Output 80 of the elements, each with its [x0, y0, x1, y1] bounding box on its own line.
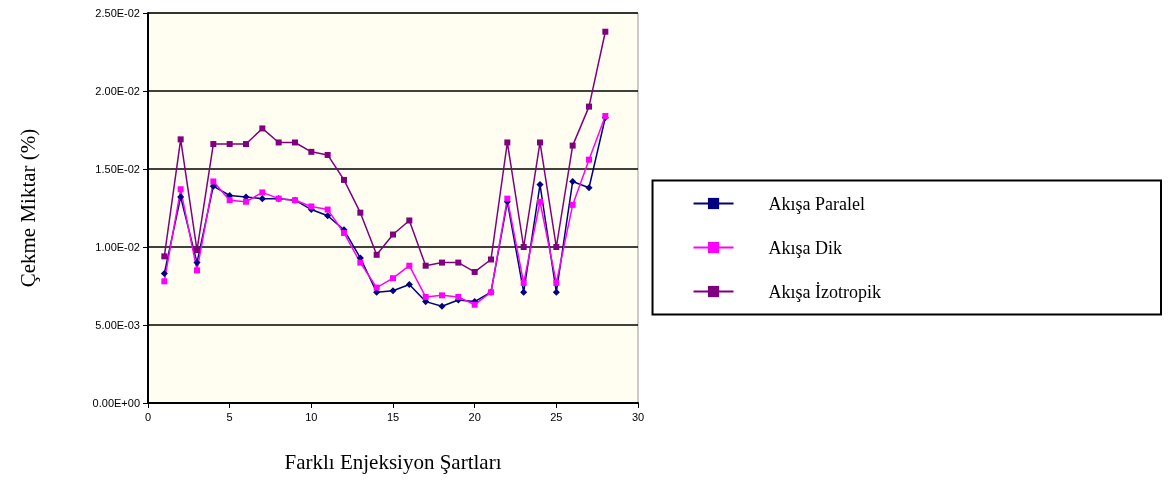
legend-label: Akışa İzotropik: [768, 281, 882, 302]
x-tick-label: 30: [631, 410, 645, 423]
point: [160, 269, 168, 278]
point: [177, 136, 184, 143]
y-tick-label: 0.00E+00: [92, 397, 140, 409]
point: [569, 177, 577, 186]
point: [585, 184, 593, 192]
x-tick-label: 5: [226, 410, 233, 423]
point: [194, 247, 200, 254]
y-axis-title: Çekme Miktar (%): [15, 128, 40, 288]
point: [520, 244, 527, 250]
legend-label: Akışa Paralel: [768, 193, 865, 214]
point: [210, 178, 217, 185]
x-tick-label: 25: [550, 410, 563, 423]
x-tick-label: 0: [144, 410, 152, 423]
point: [520, 279, 527, 286]
point: [439, 259, 445, 266]
point: [438, 302, 446, 310]
point: [373, 251, 380, 258]
point: [504, 195, 511, 202]
point: [259, 189, 266, 196]
x-tick-label: 15: [386, 410, 400, 423]
point: [226, 141, 233, 148]
point: [210, 141, 217, 148]
point: [553, 244, 560, 250]
point: [520, 288, 528, 296]
point: [504, 139, 511, 146]
x-axis-title: Farklı Enjeksiyon Şartları: [284, 449, 502, 474]
point: [357, 259, 364, 266]
y-tick-label: 5.00E-03: [95, 319, 140, 331]
point: [537, 198, 543, 205]
point: [308, 203, 315, 210]
point: [177, 193, 185, 201]
point: [341, 176, 347, 183]
point: [194, 267, 200, 274]
point: [161, 278, 168, 285]
point: [226, 197, 233, 204]
y-tick-label: 2.50E-02: [95, 7, 140, 19]
point: [324, 151, 331, 158]
point: [324, 212, 332, 220]
point: [569, 142, 576, 149]
point: [406, 217, 413, 224]
point: [373, 284, 380, 291]
point: [308, 148, 315, 155]
point: [586, 103, 592, 110]
point: [390, 275, 396, 282]
point: [275, 139, 282, 146]
point: [537, 139, 543, 146]
point: [552, 288, 560, 296]
point: [553, 279, 560, 286]
point: [455, 293, 462, 300]
x-tick-label: 10: [305, 410, 318, 423]
point: [455, 259, 462, 266]
point: [602, 28, 609, 35]
point: [292, 139, 298, 146]
point: [177, 186, 184, 193]
legend-label: Akışa Dik: [768, 237, 843, 258]
point: [422, 293, 429, 300]
point: [488, 256, 494, 263]
point: [471, 268, 478, 275]
point: [422, 262, 429, 269]
y-tick-label: 1.50E-02: [95, 163, 140, 175]
point: [259, 125, 266, 132]
point: [193, 259, 201, 267]
point: [357, 209, 364, 216]
point: [243, 198, 249, 205]
point: [586, 156, 592, 163]
point: [258, 195, 266, 203]
point: [405, 280, 413, 288]
point: [390, 231, 396, 238]
point: [569, 201, 576, 208]
point: [439, 292, 445, 299]
point: [406, 262, 413, 269]
point: [389, 287, 397, 295]
point: [161, 253, 168, 260]
y-tick-label: 2.00E-02: [95, 85, 140, 97]
point: [324, 206, 331, 213]
x-tick-label: 20: [468, 410, 481, 423]
point: [243, 141, 249, 148]
y-tick-label: 1.00E-02: [95, 241, 140, 253]
